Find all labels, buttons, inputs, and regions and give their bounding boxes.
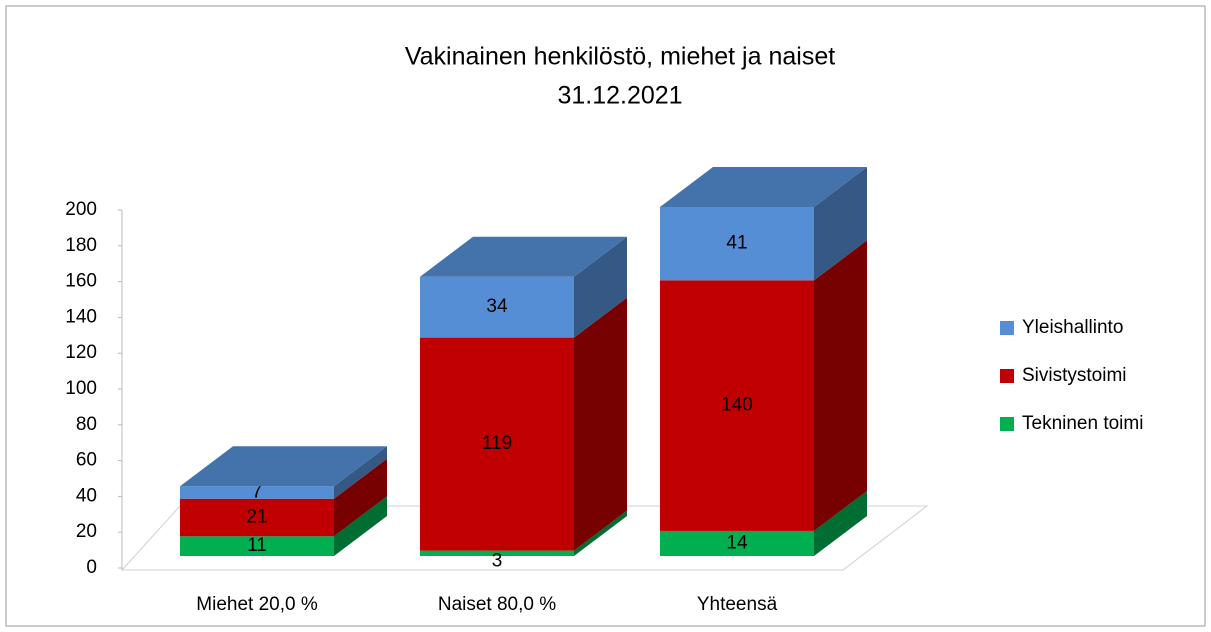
x-tick-label: Naiset 80,0 % (438, 594, 556, 615)
legend-swatch (1000, 417, 1014, 431)
chart-subtitle: 31.12.2021 (557, 82, 682, 110)
x-tick-label: Miehet 20,0 % (196, 594, 318, 615)
bar (180, 536, 334, 556)
bar-top (420, 236, 627, 277)
bar-side (814, 490, 867, 556)
value-label: 34 (486, 296, 508, 317)
bar-side (574, 236, 627, 338)
bar-side (814, 166, 867, 281)
bar-top (180, 446, 387, 487)
value-label: 140 (721, 395, 753, 416)
y-tick-label: 100 (65, 378, 97, 399)
bar (420, 337, 574, 551)
value-label: 14 (726, 532, 748, 553)
bar-side (334, 458, 387, 537)
bar-side (574, 297, 627, 551)
y-tick-label: 160 (65, 271, 97, 292)
x-tick-label: Yhteensä (697, 594, 778, 615)
y-tick-label: 120 (65, 342, 97, 363)
chart-title: Vakinainen henkilöstö, miehet ja naiset (405, 43, 835, 71)
y-tick-label: 80 (76, 414, 97, 435)
y-tick-label: 60 (76, 450, 97, 471)
bar-side (574, 510, 627, 556)
floor (120, 505, 929, 571)
y-tick-label: 200 (65, 199, 97, 220)
bar (180, 486, 334, 499)
bar (660, 206, 814, 281)
bar (660, 530, 814, 556)
y-tick-label: 40 (76, 485, 97, 506)
bar-top (660, 166, 867, 207)
bar-side (334, 446, 387, 499)
y-tick-label: 180 (65, 235, 97, 256)
bar (420, 550, 574, 556)
bar-side (334, 496, 387, 556)
value-label: 7 (252, 481, 263, 502)
value-label: 21 (246, 507, 267, 528)
value-label: 11 (247, 535, 267, 556)
value-label: 41 (726, 233, 747, 254)
y-tick-label: 140 (65, 306, 97, 327)
bar (420, 276, 574, 338)
bar-side (814, 240, 867, 531)
legend-label: Tekninen toimi (1022, 413, 1143, 434)
value-label: 3 (492, 550, 503, 571)
bar (660, 280, 814, 531)
legend-swatch (1000, 369, 1014, 383)
legend-label: Yleishallinto (1022, 317, 1123, 338)
value-label: 119 (482, 433, 512, 454)
y-tick-label: 0 (86, 557, 97, 578)
y-tick-label: 20 (76, 521, 97, 542)
legend-swatch (1000, 321, 1014, 335)
bar (180, 498, 334, 537)
legend-label: Sivistystoimi (1022, 365, 1127, 386)
